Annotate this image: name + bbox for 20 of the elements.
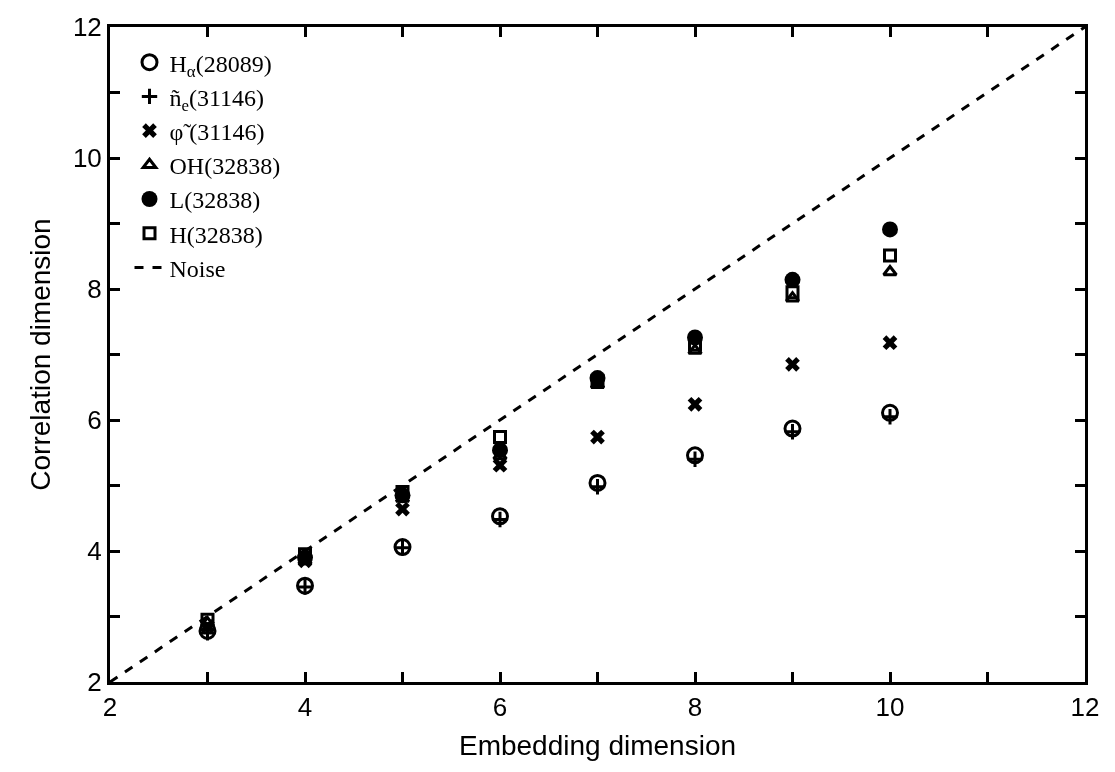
legend-label: H$_{α}$(28089) [169, 50, 272, 81]
y-tick-label: 6 [87, 405, 102, 436]
y-tick-label: 4 [87, 536, 102, 567]
legend-label: OH(32838) [169, 153, 281, 180]
y-tick-label: 2 [87, 667, 102, 698]
x-tick-label: 12 [1070, 692, 1100, 723]
legend-label: L(32838) [169, 187, 261, 214]
y-tick-label: 8 [87, 274, 102, 305]
x-tick-label: 4 [297, 692, 313, 723]
x-axis-title: Embedding dimension [458, 730, 737, 762]
x-tick-label: 6 [492, 692, 508, 723]
x-tick-label: 8 [687, 692, 703, 723]
legend-label: Noise [169, 255, 226, 282]
y-tick-label: 10 [72, 143, 102, 174]
y-axis-title: Correlation dimension [24, 218, 56, 491]
legend-label: φ̃ (31146) [169, 118, 265, 145]
y-tick-label: 12 [72, 12, 102, 43]
legend-label: H(32838) [169, 221, 263, 248]
legend-label: ñ$_{e}$(31146) [169, 84, 265, 115]
x-tick-label: 10 [875, 692, 905, 723]
